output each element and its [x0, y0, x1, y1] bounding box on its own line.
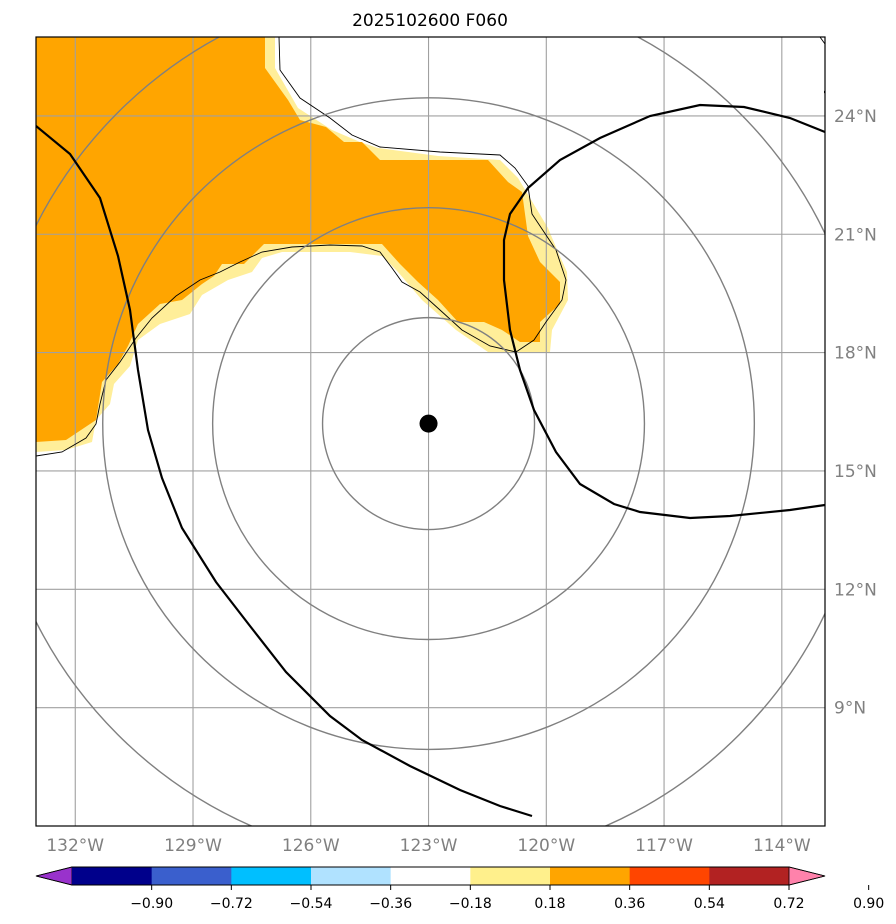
- colorbar-segment: [231, 867, 312, 885]
- colorbar-tick-label: −0.36: [369, 896, 412, 912]
- lat-tick-label: 15°N: [834, 462, 877, 482]
- range-ring: [211, 207, 646, 641]
- colorbar-tick-label: −0.90: [130, 896, 173, 912]
- colorbar-tick-label: 0.36: [614, 896, 645, 912]
- map-area: [36, 37, 825, 826]
- colorbar-segment: [550, 867, 631, 885]
- colorbar: [35, 866, 826, 886]
- contour-east: [502, 103, 825, 520]
- lon-tick-label: 117°W: [635, 836, 693, 856]
- map-frame: [35, 36, 826, 827]
- colorbar-segment: [709, 867, 790, 885]
- colorbar-extend-low: [35, 866, 73, 886]
- lat-tick-label: 12°N: [834, 580, 877, 600]
- latitude-tick-labels: 9°N 12°N 15°N 18°N 21°N 24°N: [834, 107, 877, 719]
- colorbar-segment: [390, 867, 471, 885]
- colorbar-tick-label: −0.72: [210, 896, 253, 912]
- longitude-tick-labels: 132°W 129°W 126°W 123°W 120°W 117°W 114°W: [46, 836, 811, 856]
- lon-tick-label: 114°W: [753, 836, 811, 856]
- colorbar-tick-label: −0.18: [449, 896, 492, 912]
- colorbar-tick-label: 0.72: [773, 896, 804, 912]
- range-ring: [321, 316, 536, 531]
- colorbar-segment: [72, 867, 153, 885]
- colorbar-segment: [629, 867, 710, 885]
- colorbar-segment: [470, 867, 551, 885]
- latitude-gridlines: [36, 115, 825, 709]
- colorbar-outline: [35, 866, 826, 886]
- colorbar-tick-label: 0.90: [853, 896, 884, 912]
- contour-west: [36, 125, 533, 818]
- lat-tick-label: 9°N: [834, 699, 866, 719]
- colorbar-tick-labels: −0.90 −0.72 −0.54 −0.36 −0.18 0.18 0.36 0.54 0.7…: [130, 885, 884, 912]
- colorbar-tick-label: 0.18: [534, 896, 565, 912]
- range-rings: [36, 37, 825, 826]
- lon-tick-label: 126°W: [282, 836, 340, 856]
- outline-contour-corner: [819, 37, 825, 45]
- lon-tick-label: 120°W: [517, 836, 575, 856]
- lon-tick-label: 132°W: [46, 836, 104, 856]
- lat-tick-label: 24°N: [834, 107, 877, 127]
- lat-tick-label: 21°N: [834, 225, 877, 245]
- lat-tick-label: 18°N: [834, 344, 877, 364]
- colorbar-tick-label: 0.54: [694, 896, 725, 912]
- colorbar-segment: [311, 867, 392, 885]
- lon-tick-label: 129°W: [164, 836, 222, 856]
- colorbar-extend-high: [788, 866, 826, 886]
- center-marker: [419, 414, 438, 433]
- center-marker-dot: [419, 414, 438, 433]
- map-title: 2025102600 F060: [352, 11, 508, 31]
- colorbar-segment: [151, 867, 232, 885]
- colorbar-tick-label: −0.54: [290, 896, 333, 912]
- lon-tick-label: 123°W: [400, 836, 458, 856]
- shaded-region-strong: [36, 37, 560, 442]
- range-ring: [102, 97, 756, 751]
